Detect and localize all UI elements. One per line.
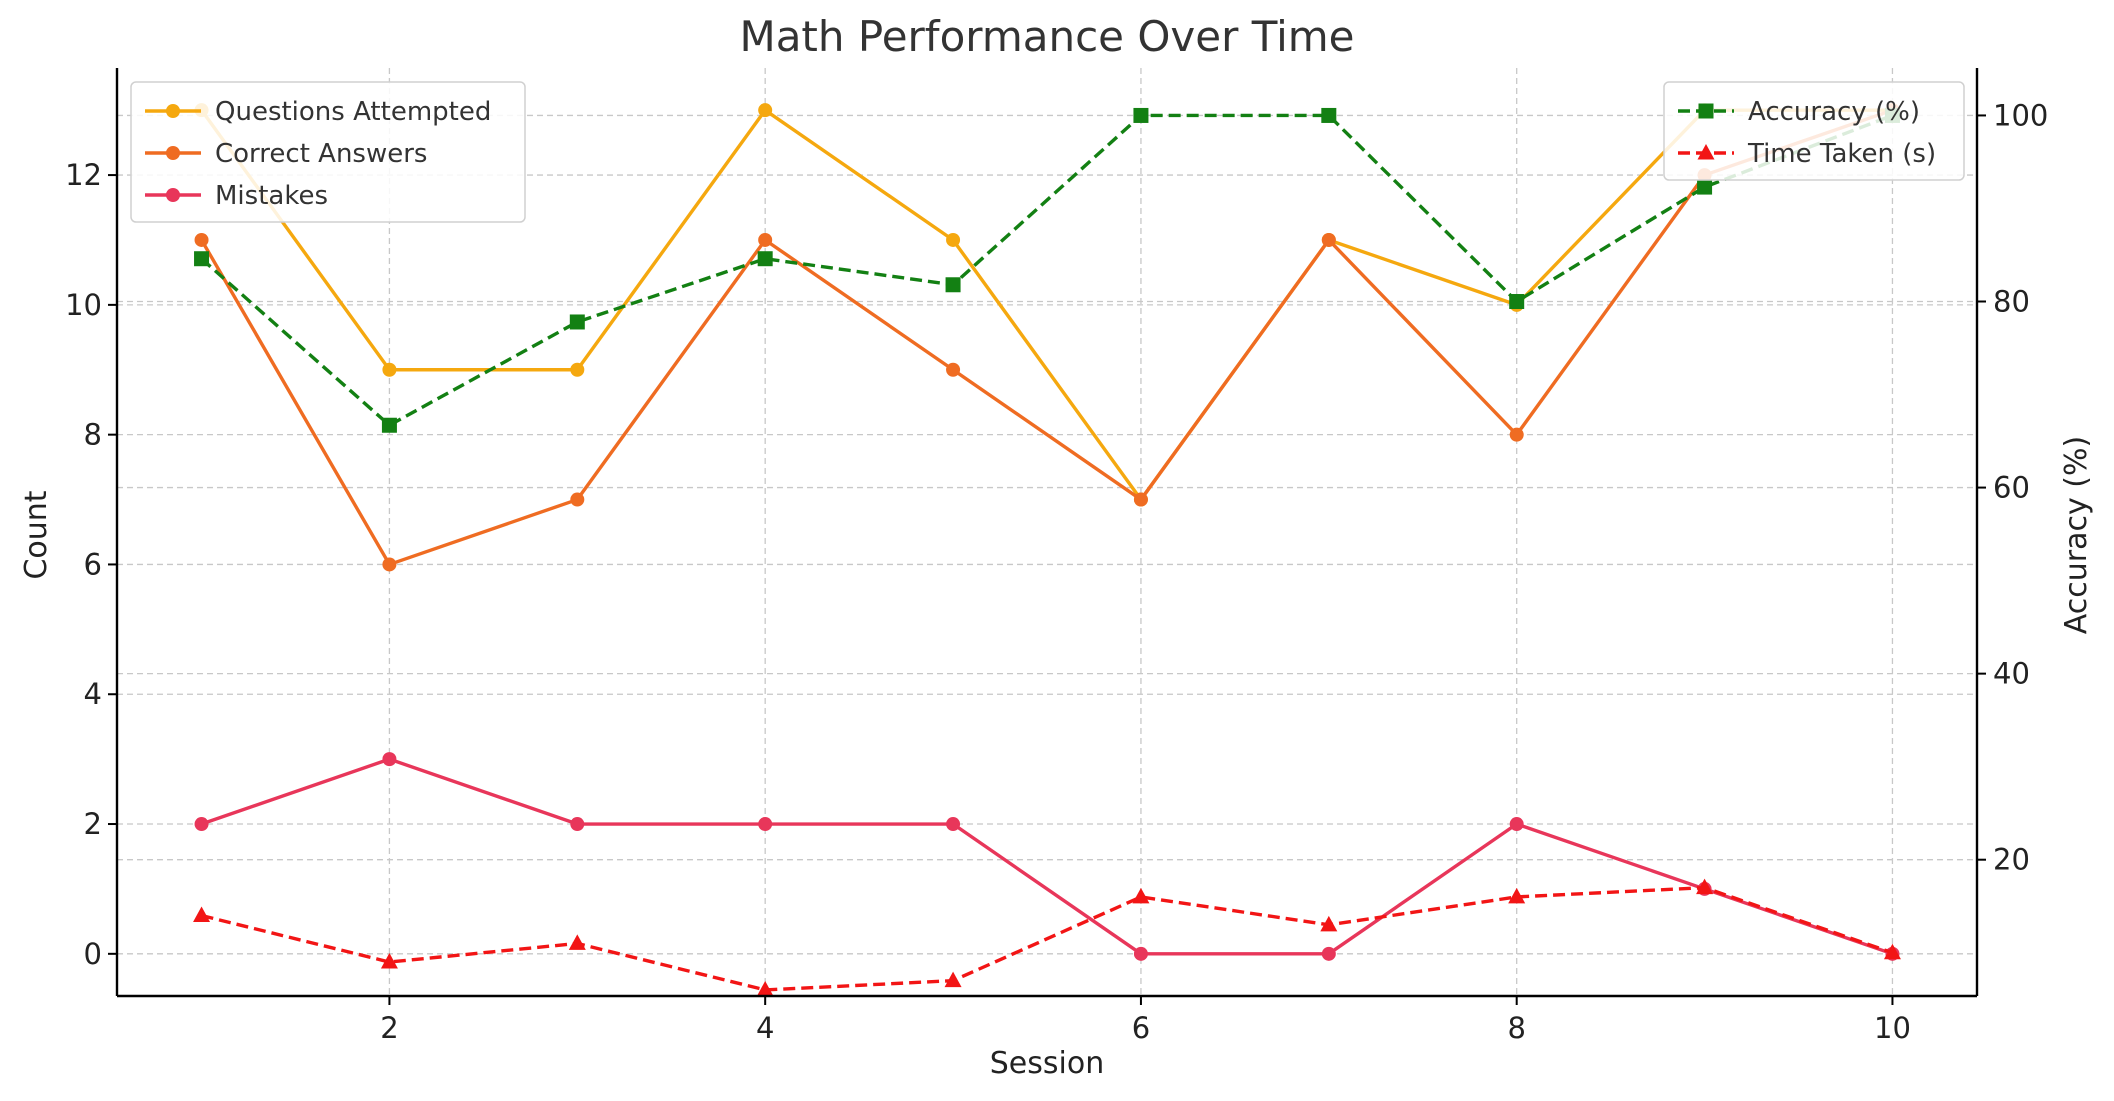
- y-tick-label-left: 10: [65, 288, 102, 322]
- legend-label-mistakes: Mistakes: [215, 181, 328, 211]
- y-tick-label-left: 4: [84, 677, 102, 711]
- data-point-mistakes: [1509, 817, 1524, 832]
- data-point-correct-answers: [1509, 427, 1524, 442]
- legend-swatch-marker: [166, 104, 180, 118]
- data-point-correct-answers: [382, 557, 397, 572]
- data-point-accuracy: [1697, 179, 1713, 195]
- data-point-mistakes: [194, 817, 209, 832]
- legend-label-questions-attempted: Questions Attempted: [215, 97, 491, 127]
- data-point-time-taken-s: [568, 934, 586, 950]
- data-point-questions-attempted: [946, 232, 961, 247]
- y-tick-label-right: 60: [1993, 471, 2030, 505]
- data-point-correct-answers: [194, 232, 209, 247]
- data-point-time-taken-s: [756, 980, 774, 997]
- y-tick-label-left: 6: [84, 547, 102, 581]
- series-mistakes: [194, 752, 1900, 961]
- x-tick-label: 2: [380, 1011, 398, 1045]
- legend-swatch-marker: [166, 188, 180, 202]
- legend-frame: [1663, 81, 1965, 181]
- series-line-time-taken-s: [201, 885, 1894, 992]
- legend-label-correct-answers: Correct Answers: [215, 139, 427, 169]
- x-tick-label: 4: [756, 1011, 774, 1045]
- data-point-accuracy: [1509, 294, 1525, 310]
- x-tick-label: 10: [1874, 1011, 1911, 1045]
- data-point-mistakes: [1321, 946, 1336, 961]
- y-tick-label-right: 40: [1993, 657, 2030, 691]
- legend-left: Questions Attempted Correct Answers Mistak…: [130, 81, 526, 223]
- x-tick-label: 6: [1132, 1011, 1150, 1045]
- data-point-mistakes: [758, 817, 773, 832]
- y-axis-label-left: Count: [19, 490, 54, 579]
- legend-label-time-taken-s: Time Taken (s): [1747, 139, 1936, 169]
- data-point-mistakes: [946, 817, 961, 832]
- legend-frame: [130, 81, 526, 223]
- data-point-accuracy: [569, 314, 585, 330]
- legend-swatch-marker: [166, 146, 180, 160]
- series-line-questions-attempted: [200, 108, 1893, 502]
- series-line-accuracy: [200, 113, 1894, 427]
- data-point-accuracy: [945, 277, 961, 293]
- y-axis-label-right: Accuracy (%): [2059, 436, 2094, 634]
- data-point-time-taken-s: [380, 953, 398, 969]
- data-point-questions-attempted: [758, 103, 773, 118]
- y-tick-label-left: 8: [84, 418, 102, 452]
- y-tick-label-right: 100: [1993, 98, 2048, 132]
- data-point-time-taken-s: [1696, 878, 1714, 895]
- series-line-mistakes: [200, 757, 1894, 956]
- x-tick-label: 8: [1507, 1011, 1525, 1045]
- data-point-time-taken-s: [1883, 943, 1901, 960]
- data-point-mistakes: [570, 817, 585, 832]
- y-tick-label-left: 0: [84, 937, 102, 971]
- x-axis-label: Session: [990, 1046, 1104, 1081]
- legend-swatch-marker: [1698, 103, 1714, 119]
- series-line-correct-answers: [200, 108, 1894, 567]
- data-point-time-taken-s: [944, 971, 962, 988]
- data-point-time-taken-s: [1132, 887, 1150, 904]
- y-tick-label-right: 80: [1993, 285, 2030, 319]
- data-point-accuracy: [757, 251, 773, 267]
- legend-swatch-marker: [1697, 144, 1715, 160]
- chart-title: Math Performance Over Time: [739, 12, 1354, 61]
- legend-label-accuracy: Accuracy (%): [1748, 97, 1920, 127]
- data-point-accuracy: [1321, 107, 1337, 123]
- data-point-time-taken-s: [1320, 915, 1338, 932]
- data-point-correct-answers: [570, 492, 585, 507]
- data-point-time-taken-s: [1508, 887, 1526, 904]
- data-point-mistakes: [1133, 946, 1148, 961]
- data-point-accuracy: [381, 417, 397, 433]
- data-point-correct-answers: [758, 232, 773, 247]
- series-time-taken-s: [193, 878, 1901, 997]
- data-point-questions-attempted: [570, 362, 585, 377]
- plot-area: [193, 103, 1901, 997]
- y-tick-label-left: 12: [65, 158, 102, 192]
- data-point-accuracy: [1133, 107, 1149, 123]
- legend-right: Accuracy (%) Time Taken (s): [1663, 81, 1965, 181]
- data-point-correct-answers: [1321, 232, 1336, 247]
- data-point-questions-attempted: [382, 362, 397, 377]
- data-point-correct-answers: [946, 362, 961, 377]
- y-tick-label-right: 20: [1993, 843, 2030, 877]
- data-point-correct-answers: [1133, 492, 1148, 507]
- data-point-accuracy: [194, 251, 210, 267]
- y-tick-label-left: 2: [84, 807, 102, 841]
- data-point-mistakes: [382, 752, 397, 767]
- data-point-time-taken-s: [193, 906, 211, 923]
